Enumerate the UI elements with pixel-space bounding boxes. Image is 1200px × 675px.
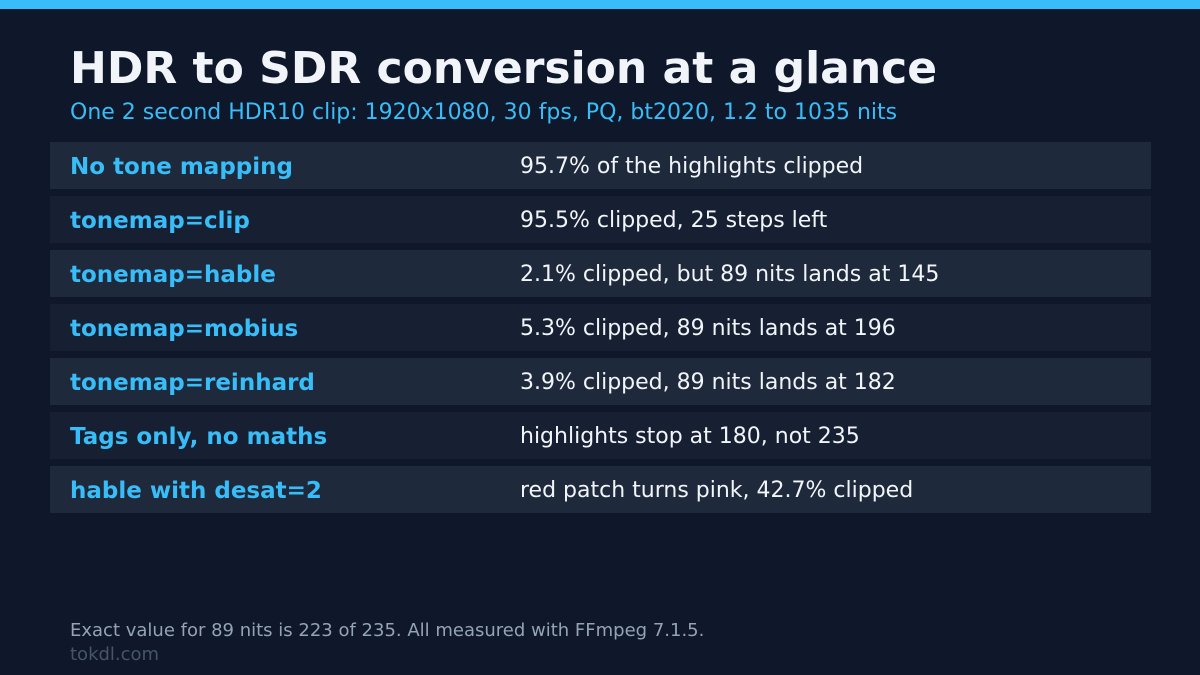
row-value: 95.7% of the highlights clipped bbox=[520, 154, 864, 179]
row-label: hable with desat=2 bbox=[70, 478, 322, 504]
row-value: 3.9% clipped, 89 nits lands at 182 bbox=[520, 370, 896, 395]
list-item: tonemap=mobius 5.3% clipped, 89 nits lan… bbox=[50, 304, 1151, 351]
row-value: 95.5% clipped, 25 steps left bbox=[520, 208, 828, 233]
top-accent-bar bbox=[0, 0, 1200, 9]
row-label: tonemap=reinhard bbox=[70, 370, 315, 396]
row-value: 5.3% clipped, 89 nits lands at 196 bbox=[520, 316, 896, 341]
row-label: Tags only, no maths bbox=[70, 424, 328, 450]
row-value: highlights stop at 180, not 235 bbox=[520, 424, 860, 449]
footnote: Exact value for 89 nits is 223 of 235. A… bbox=[70, 620, 705, 641]
list-item: No tone mapping 95.7% of the highlights … bbox=[50, 142, 1151, 189]
list-item: tonemap=reinhard 3.9% clipped, 89 nits l… bbox=[50, 358, 1151, 405]
list-item: Tags only, no maths highlights stop at 1… bbox=[50, 412, 1151, 459]
list-item: hable with desat=2 red patch turns pink,… bbox=[50, 466, 1151, 513]
row-value: red patch turns pink, 42.7% clipped bbox=[520, 478, 914, 503]
row-label: tonemap=mobius bbox=[70, 316, 299, 342]
comparison-list: No tone mapping 95.7% of the highlights … bbox=[50, 142, 1151, 520]
row-label: No tone mapping bbox=[70, 154, 293, 180]
list-item: tonemap=hable 2.1% clipped, but 89 nits … bbox=[50, 250, 1151, 297]
site-credit: tokdl.com bbox=[70, 644, 160, 665]
row-label: tonemap=clip bbox=[70, 208, 250, 234]
page-subtitle: One 2 second HDR10 clip: 1920x1080, 30 f… bbox=[70, 100, 898, 125]
page-title: HDR to SDR conversion at a glance bbox=[70, 43, 938, 94]
list-item: tonemap=clip 95.5% clipped, 25 steps lef… bbox=[50, 196, 1151, 243]
row-value: 2.1% clipped, but 89 nits lands at 145 bbox=[520, 262, 940, 287]
row-label: tonemap=hable bbox=[70, 262, 276, 288]
